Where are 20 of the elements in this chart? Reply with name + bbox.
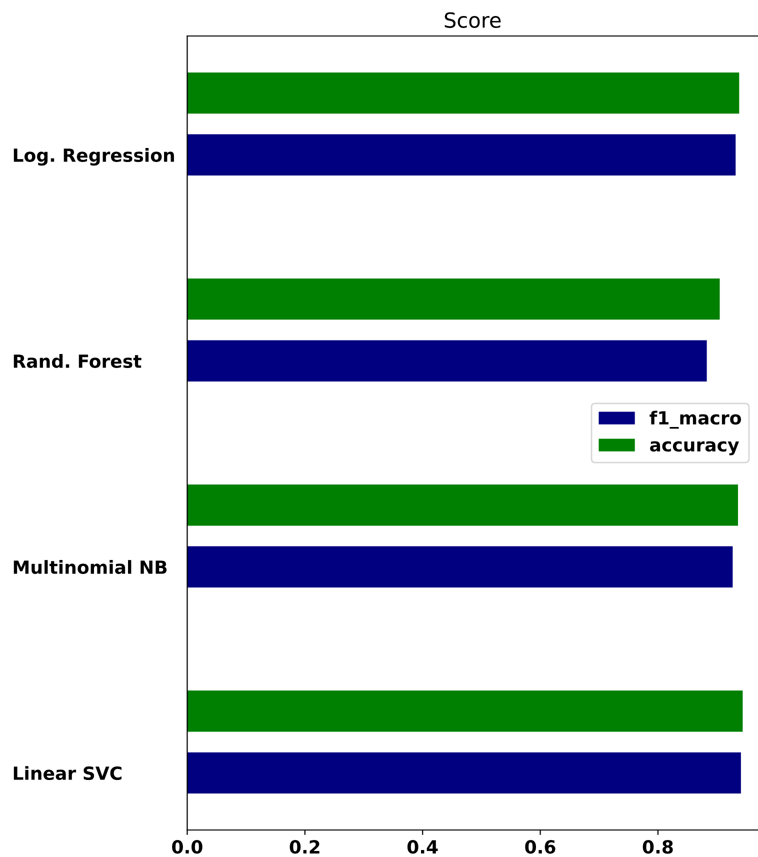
bar [187, 340, 707, 382]
bar [187, 484, 738, 526]
bar [187, 690, 743, 732]
y-tick-label: Rand. Forest [14, 354, 142, 368]
x-tick-label: 0.8 [642, 840, 673, 854]
bar [187, 72, 740, 114]
bar [187, 752, 741, 794]
x-tick-label: 0.4 [407, 840, 438, 854]
bar [187, 546, 733, 588]
y-tick-label: Multinomial NB [14, 560, 167, 574]
chart-title: Score [444, 12, 501, 28]
x-tick-label: 0.2 [290, 840, 320, 854]
y-tick-label: Log. Regression [14, 148, 174, 166]
y-tick-label: Linear SVC [14, 766, 122, 780]
legend-label: f1_macro [650, 410, 741, 429]
x-tick-label: 0.6 [525, 840, 556, 854]
legend-label: accuracy [650, 441, 739, 456]
x-tick-label: 0.0 [172, 840, 202, 854]
bar [187, 278, 720, 320]
bar [187, 134, 736, 176]
